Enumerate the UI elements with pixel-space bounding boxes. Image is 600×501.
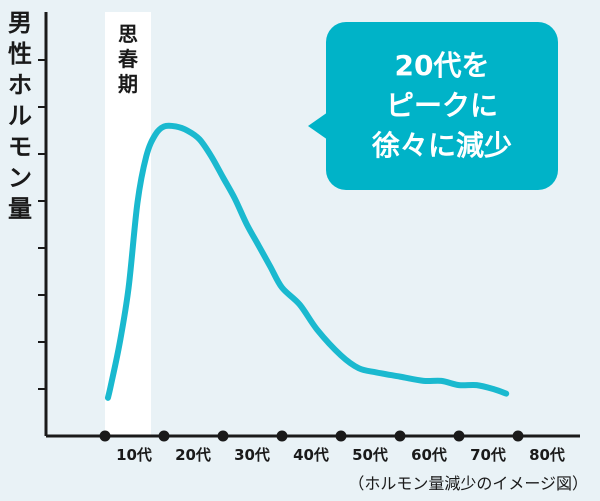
x-tick-dot	[276, 430, 288, 442]
x-tick-label: 20代	[175, 446, 211, 464]
puberty-label-char: 期	[118, 72, 138, 96]
y-axis-label-char: 性	[8, 40, 32, 68]
y-axis-label-char: ル	[8, 102, 32, 130]
x-tick-label: 10代	[116, 446, 152, 464]
x-axis-tick-labels: 10代 20代 30代 40代 50代 60代 70代 80代	[116, 446, 565, 464]
callout-line-2: ピークに	[385, 89, 498, 122]
x-tick-dot	[335, 430, 347, 442]
puberty-label: 思春期	[112, 22, 144, 97]
callout-tail	[308, 112, 328, 140]
y-axis-label-char: ン	[8, 164, 32, 192]
x-tick-label: 30代	[234, 446, 270, 464]
x-tick-label: 50代	[352, 446, 388, 464]
x-tick-dot	[217, 430, 229, 442]
x-tick-label: 70代	[470, 446, 506, 464]
x-tick-dot	[158, 430, 170, 442]
x-tick-label: 60代	[411, 446, 447, 464]
footnote: （ホルモン量減少のイメージ図）	[348, 474, 588, 493]
puberty-label-char: 春	[118, 47, 138, 71]
x-tick-dot	[99, 430, 111, 442]
hormone-curve	[104, 122, 510, 401]
x-tick-dot	[512, 430, 524, 442]
callout-line-1: 20代を	[394, 49, 490, 82]
x-tick-label: 80代	[529, 446, 565, 464]
callout-bubble: 20代を ピークに 徐々に減少	[326, 22, 558, 190]
y-axis-label-char: ホ	[8, 71, 32, 99]
y-axis-label: 男性ホルモン量	[6, 8, 34, 225]
y-axis-label-char: 量	[8, 195, 32, 223]
x-axis-markers	[99, 430, 524, 442]
x-tick-dot	[453, 430, 465, 442]
y-axis-label-char: モ	[8, 133, 32, 161]
puberty-label-char: 思	[118, 22, 138, 46]
y-axis-label-char: 男	[8, 9, 32, 37]
x-tick-label: 40代	[293, 446, 329, 464]
callout-line-3: 徐々に減少	[371, 129, 512, 162]
x-tick-dot	[394, 430, 406, 442]
